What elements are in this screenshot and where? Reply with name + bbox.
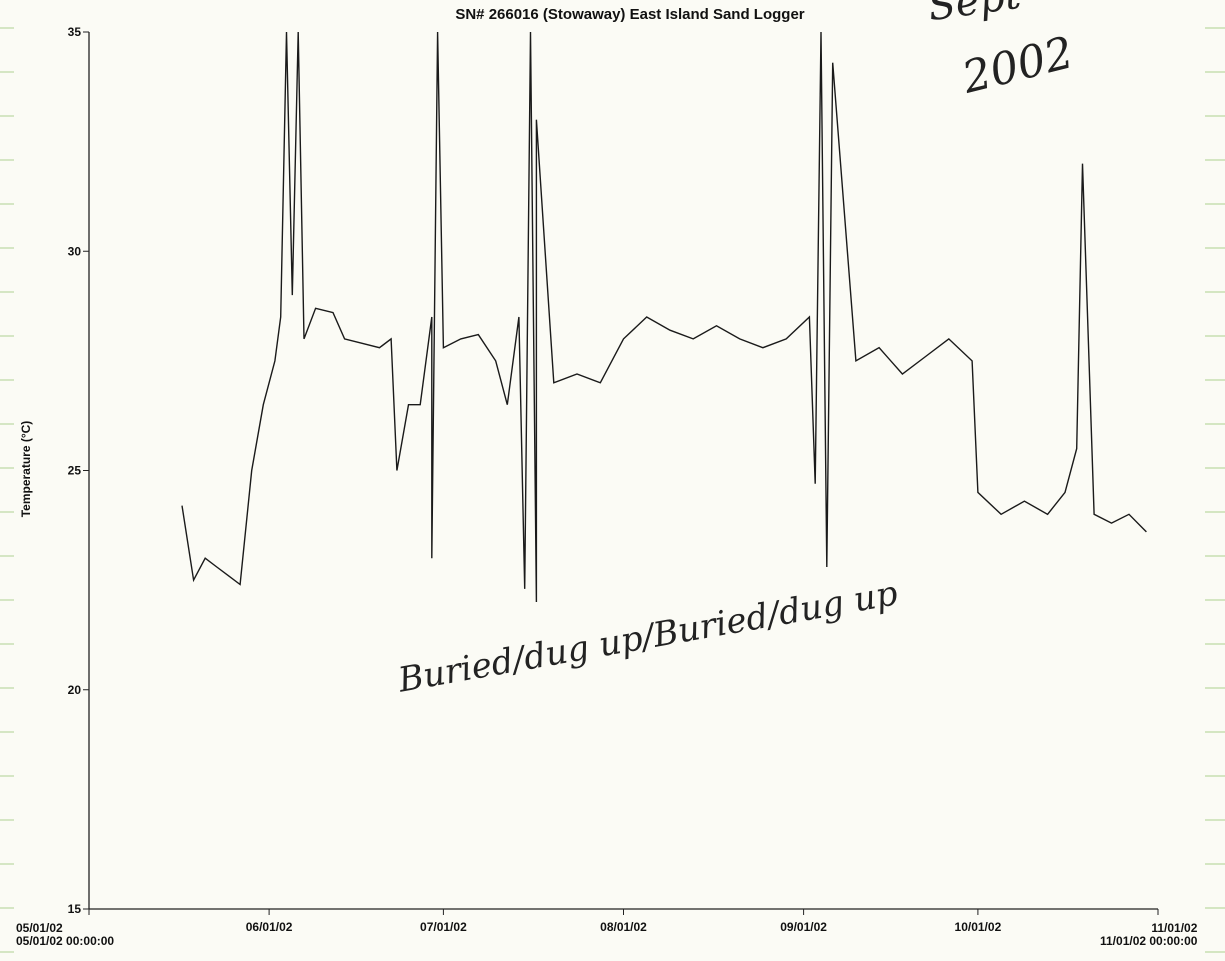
y-tick-label: 35: [68, 25, 82, 39]
x-end-datetime: 11/01/02 00:00:00: [1100, 934, 1198, 948]
x-tick-label: 09/01/02: [780, 920, 827, 934]
x-axis-start-label: 05/01/02 05/01/02 00:00:00: [16, 922, 114, 948]
x-tick-label: 10/01/02: [955, 920, 1002, 934]
y-tick-label: 20: [68, 683, 82, 697]
x-start-date: 05/01/02: [16, 921, 63, 935]
x-tick-label: 08/01/02: [600, 920, 647, 934]
x-axis-end-label: 11/01/02 11/01/02 00:00:00: [1100, 922, 1197, 948]
x-start-datetime: 05/01/02 00:00:00: [16, 934, 115, 948]
x-tick-label: 07/01/02: [420, 920, 467, 934]
series-line: [181, 31, 1147, 603]
x-end-date: 11/01/02: [1151, 921, 1198, 935]
x-tick-label: 06/01/02: [246, 920, 293, 934]
y-tick-label: 30: [68, 244, 82, 258]
chart-title: SN# 266016 (Stowaway) East Island Sand L…: [455, 6, 805, 23]
y-tick-label: 15: [68, 902, 82, 916]
y-tick-label: 25: [68, 464, 82, 478]
